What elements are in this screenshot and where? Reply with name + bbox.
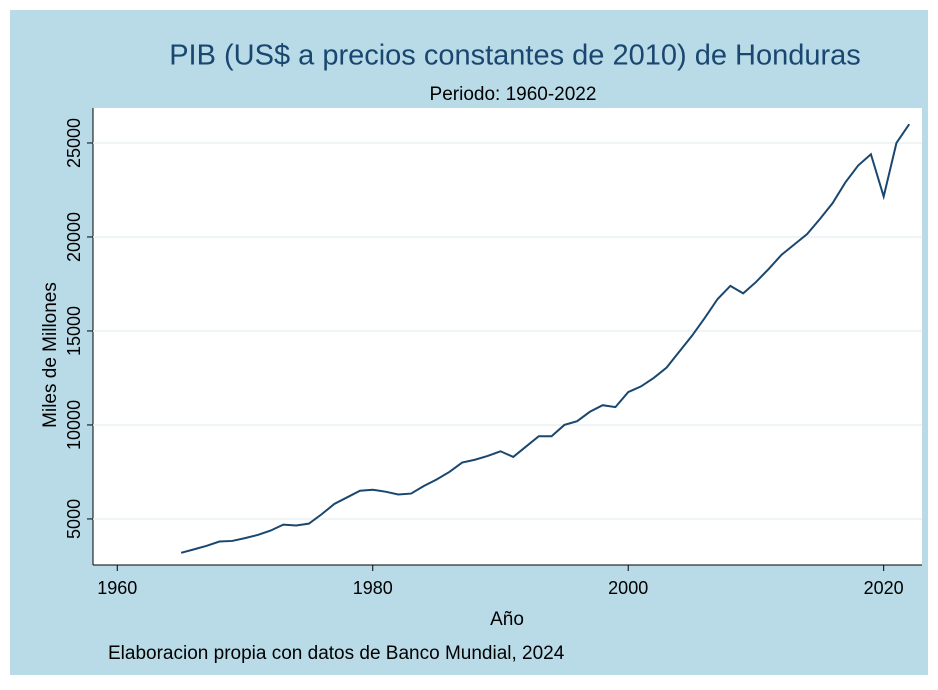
x-tick-label: 1980 (353, 578, 393, 598)
x-tick-label: 2000 (608, 578, 648, 598)
y-axis-label: Miles de Millones (40, 282, 61, 428)
y-tick-label: 10000 (64, 400, 84, 450)
y-tick-label: 5000 (64, 499, 84, 539)
x-tick-label: 1960 (97, 578, 137, 598)
y-tick-label: 15000 (64, 306, 84, 356)
chart-subtitle: Periodo: 1960-2022 (430, 84, 597, 105)
y-tick-label: 20000 (64, 212, 84, 262)
y-tick-label: 25000 (64, 118, 84, 168)
line-series (180, 123, 911, 554)
plot-area (93, 108, 922, 565)
chart-title: PIB (US$ a precios constantes de 2010) d… (169, 40, 861, 72)
x-axis-label: Año (490, 609, 524, 630)
x-tick-label: 2020 (864, 578, 904, 598)
caption: Elaboracion propia con datos de Banco Mu… (108, 643, 565, 664)
